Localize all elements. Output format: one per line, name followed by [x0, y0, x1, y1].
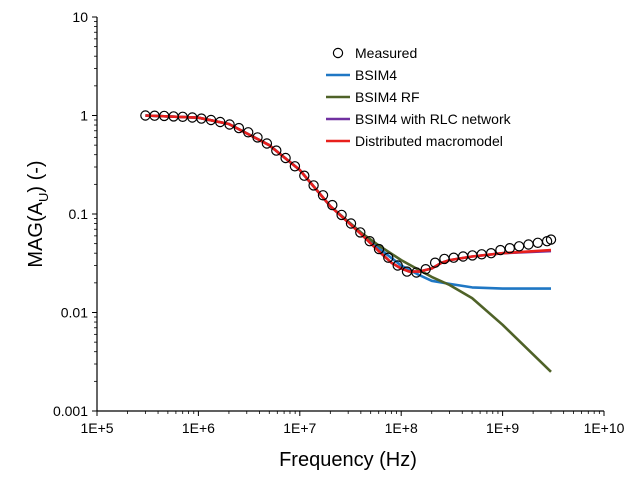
y-tick-label: 0.001	[53, 403, 88, 419]
measured-point	[345, 218, 357, 229]
legend-label: BSIM4 RF	[355, 89, 420, 105]
measured-point	[411, 267, 422, 278]
y-tick-label: 0.1	[69, 206, 89, 222]
x-tick-label: 1E+10	[584, 420, 625, 436]
legend-label: Distributed macromodel	[355, 133, 503, 149]
measured-point	[513, 241, 525, 252]
measured-point	[336, 209, 347, 221]
y-tick-label: 0.01	[61, 305, 88, 321]
y-axis-title-tail: ) (-)	[25, 160, 47, 192]
measured-point	[392, 260, 403, 271]
measured-point	[242, 127, 254, 138]
y-tick-label: 10	[72, 9, 88, 25]
measured-point	[383, 252, 394, 263]
legend-label: BSIM4 with RLC network	[355, 111, 512, 127]
measured-point	[355, 227, 366, 238]
measured-point	[327, 199, 338, 211]
x-tick-label: 1E+7	[283, 420, 316, 436]
measured-point	[545, 234, 557, 245]
series-line-bsim4-rf	[145, 114, 552, 373]
x-tick-label: 1E+9	[486, 420, 519, 436]
legend: Measured BSIM4 BSIM4 RF BSIM4 with RLC netw…	[326, 45, 512, 149]
measured-point	[523, 239, 534, 250]
legend-marker-measured	[332, 47, 344, 59]
measured-point	[280, 152, 291, 164]
measured-point	[214, 116, 226, 128]
y-tick-label: 1	[80, 108, 88, 124]
measured-point	[261, 138, 273, 149]
measured-point	[373, 243, 385, 255]
measured-point	[308, 180, 319, 191]
measured-point	[233, 122, 245, 134]
x-axis-title: Frequency (Hz)	[279, 449, 417, 471]
x-tick-label: 1E+5	[80, 420, 113, 436]
y-axis-title-main: MAG(A	[25, 201, 47, 267]
measured-point	[532, 237, 544, 248]
measured-point	[429, 257, 441, 268]
measured-point	[317, 190, 329, 201]
ticks: 1E+5 1E+6 1E+7 1E+8 1E+9 1E+10 0.001 0.01 0.1 1 10	[53, 9, 625, 436]
measured-point	[252, 132, 263, 143]
legend-label: Measured	[355, 45, 417, 61]
measured-point	[364, 235, 375, 247]
measured-point	[271, 145, 282, 156]
measured-point	[289, 161, 301, 172]
measured-point	[299, 170, 310, 181]
measured-point	[504, 242, 515, 254]
y-axis-title: MAG(AU) (-)	[25, 160, 51, 267]
y-axis-title-sub: U	[36, 193, 51, 202]
x-tick-label: 1E+6	[182, 420, 215, 436]
x-tick-label: 1E+8	[385, 420, 418, 436]
measured-point	[420, 264, 431, 275]
measured-point	[485, 247, 497, 259]
axes	[96, 17, 604, 412]
legend-label: BSIM4	[355, 67, 397, 83]
series-layer	[140, 110, 557, 373]
measured-point	[224, 119, 235, 130]
